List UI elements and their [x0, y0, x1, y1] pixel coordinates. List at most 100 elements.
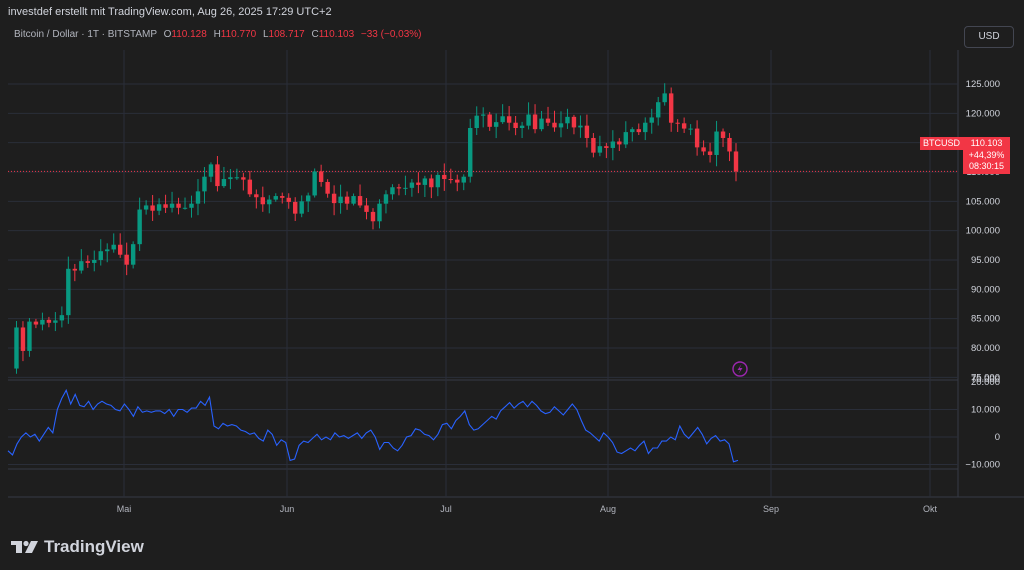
currency-button[interactable]: USD [964, 26, 1014, 48]
x-tick-label: Aug [600, 504, 616, 514]
candle-body [53, 320, 58, 323]
price-tag-change: +44,39% [968, 149, 1005, 160]
candle-body [409, 182, 415, 188]
candle-body [668, 93, 674, 123]
candle-body [422, 178, 428, 185]
osc-y-tick-label: 10.000 [971, 405, 1000, 416]
y-tick-label: 105.000 [966, 196, 1000, 207]
candle-body [111, 244, 116, 250]
candle-body [727, 137, 732, 152]
osc-y-tick-label: 0 [995, 432, 1000, 443]
candle-body [182, 207, 188, 209]
candle-body [370, 211, 376, 222]
candle-body [325, 181, 330, 194]
candle-body [733, 151, 739, 172]
candle-body [117, 244, 123, 255]
candle-body [98, 251, 103, 260]
candle-body [591, 137, 596, 153]
candle-body [137, 209, 142, 245]
candle-body [124, 254, 129, 265]
candle-body [558, 123, 564, 128]
candle-body [241, 177, 246, 180]
candle-body [416, 182, 421, 185]
x-tick-label: Sep [763, 504, 779, 514]
candle-body [66, 268, 71, 316]
open-label: O [163, 29, 172, 40]
logo-text: TradingView [44, 537, 144, 556]
symbol-title: Bitcoin / Dollar · 1T · BITSTAMP [14, 29, 157, 40]
candle-body [357, 196, 363, 206]
candle-body [487, 114, 492, 127]
y-tick-label: 70.000 [971, 374, 1000, 385]
candle-body [500, 116, 505, 123]
candle-body [14, 327, 19, 369]
x-tick-label: Okt [923, 504, 938, 514]
candle-body [532, 114, 538, 130]
candle-body [539, 118, 544, 130]
candle-body [163, 204, 168, 208]
tradingview-logo[interactable]: TradingView [10, 537, 144, 557]
candle-body [273, 196, 278, 200]
candle-body [662, 93, 667, 103]
oscillator-series [7, 388, 739, 463]
candle-body [344, 196, 350, 204]
candle-body [552, 122, 557, 128]
candle-body [318, 171, 324, 182]
candle-body [656, 102, 661, 118]
candle-body [675, 122, 680, 124]
y-tick-label: 95.000 [971, 255, 1000, 266]
candle-body [571, 116, 577, 128]
candle-body [169, 203, 175, 208]
candle-body [442, 174, 447, 180]
low-value: 108.717 [268, 29, 305, 40]
open-value: 110.128 [171, 29, 207, 40]
chart-axes: MaiJunJulAugSepOkt125.000120.000115.0001… [117, 79, 1000, 514]
candle-body [72, 268, 78, 271]
candle-body [331, 193, 337, 204]
candle-body [610, 141, 616, 148]
candle-body [156, 204, 162, 211]
candle-body [280, 196, 285, 198]
candle-body [228, 177, 233, 180]
candle-body [480, 114, 486, 116]
candle-body [578, 125, 583, 128]
ticker-tag: BTCUSD [920, 137, 964, 150]
candle-body [215, 164, 220, 187]
chart-grid [8, 50, 1024, 498]
candle-body [429, 178, 434, 188]
candle-body [694, 128, 700, 148]
candle-body [643, 122, 648, 133]
candle-body [565, 116, 570, 124]
change-value: −33 (−0,03%) [360, 29, 422, 40]
candle-body [46, 319, 52, 323]
osc-y-tick-label: 20.000 [971, 377, 1000, 388]
candle-body [597, 146, 603, 153]
candle-body [506, 116, 512, 123]
candle-body [630, 129, 635, 133]
lightning-icon[interactable] [732, 361, 748, 377]
candlestick-series [14, 83, 739, 374]
candle-body [461, 176, 466, 183]
candle-body [390, 187, 395, 195]
candle-body [403, 187, 408, 189]
price-tag-price: 110.103 [970, 138, 1003, 148]
candle-body [584, 125, 590, 138]
candle-body [20, 327, 26, 351]
candle-body [545, 118, 551, 123]
candle-body [267, 199, 272, 205]
candle-body [254, 194, 259, 198]
candle-body [79, 261, 84, 271]
tradingview-logo-icon [11, 540, 38, 553]
candle-body [468, 128, 473, 177]
candle-body [396, 187, 402, 189]
candle-body [305, 195, 311, 202]
candle-body [40, 319, 45, 325]
high-value: 110.770 [220, 29, 257, 40]
candle-body [85, 261, 90, 263]
candle-body [234, 177, 240, 179]
high-label: H [213, 29, 221, 40]
candle-body [247, 179, 253, 195]
candle-body [202, 176, 207, 192]
candle-body [364, 205, 369, 212]
